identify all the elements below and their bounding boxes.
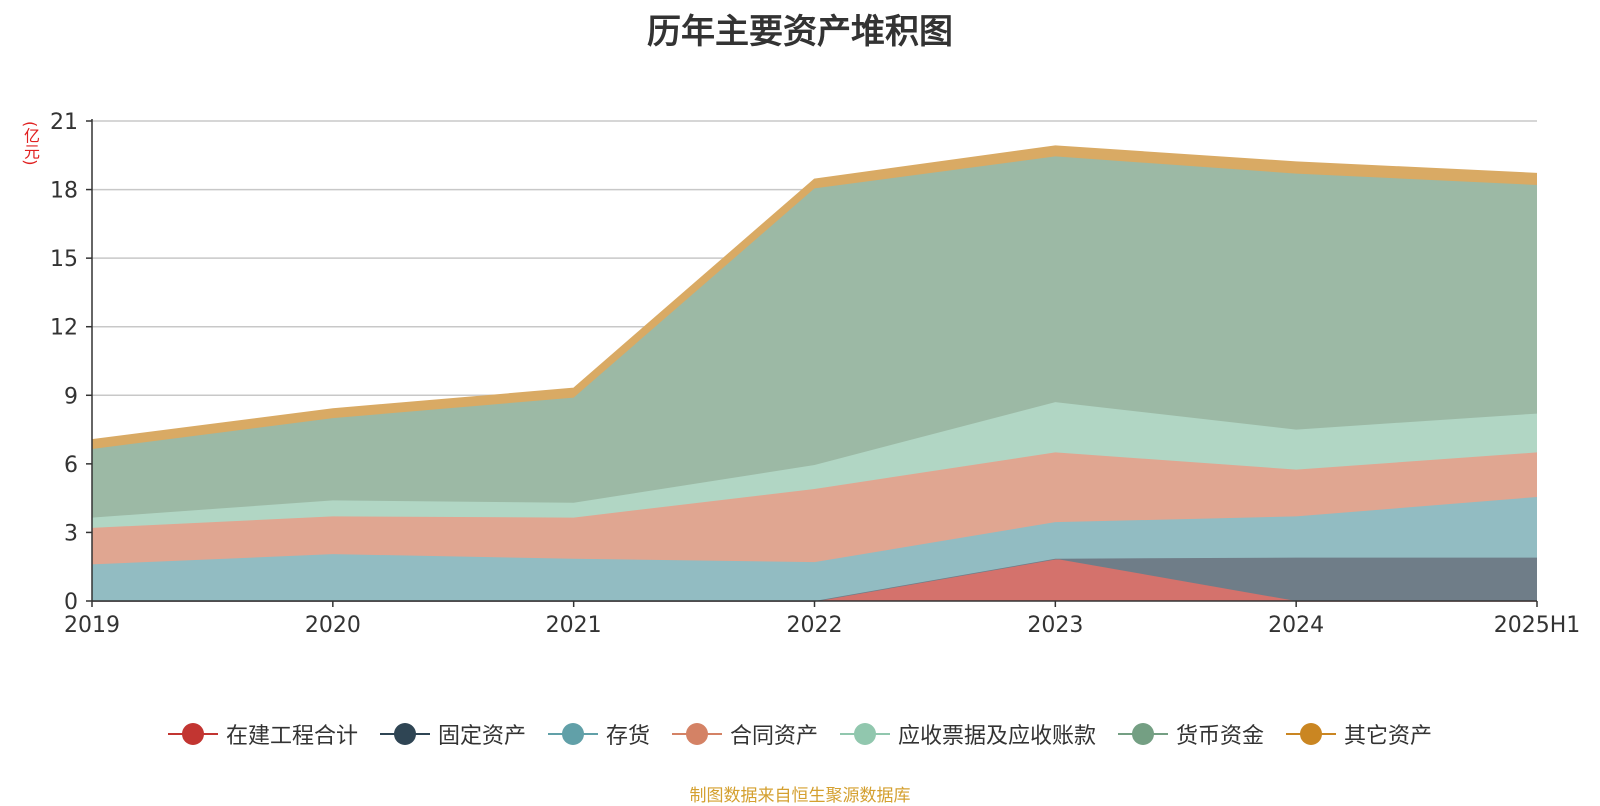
x-tick-label: 2020	[305, 613, 361, 638]
legend-item[interactable]: 存货	[547, 718, 650, 750]
y-tick-label: 9	[64, 384, 78, 409]
x-tick-label: 2022	[787, 613, 843, 638]
legend-marker-icon	[547, 722, 598, 746]
y-tick-label: 3	[64, 521, 78, 546]
y-tick-label: 21	[50, 110, 78, 135]
legend-label: 货币资金	[1176, 724, 1265, 749]
legend-label: 在建工程合计	[225, 724, 358, 749]
x-tick-label: 2019	[64, 613, 120, 638]
chart-title: 历年主要资产堆积图	[647, 12, 953, 52]
series-line-其它资产	[91, 145, 1538, 441]
legend-label: 应收票据及应收账款	[898, 724, 1097, 749]
x-tick-label: 2021	[546, 613, 602, 638]
area-合同资产	[92, 452, 1537, 565]
legend-marker-icon	[1286, 722, 1337, 746]
area-固定资产	[92, 557, 1537, 601]
y-tick-label: 0	[64, 590, 78, 615]
area-货币资金	[92, 156, 1537, 518]
legend-label: 固定资产	[437, 724, 526, 749]
legend-marker-icon	[379, 722, 430, 746]
chart-legend: 在建工程合计 固定资产 存货 合同资产 应收票据及应收账款 货币资金 其它资产	[0, 718, 1600, 750]
data-source-note: 制图数据来自恒生聚源数据库	[689, 786, 911, 806]
area-在建工程合计	[92, 558, 1537, 601]
legend-item[interactable]: 固定资产	[379, 718, 526, 750]
x-tick-label: 2025H1	[1494, 613, 1581, 638]
legend-item[interactable]: 合同资产	[671, 718, 818, 750]
legend-label: 合同资产	[729, 724, 818, 749]
legend-label: 其它资产	[1344, 724, 1433, 749]
legend-item[interactable]: 应收票据及应收账款	[840, 718, 1096, 750]
x-tick-label: 2024	[1268, 613, 1324, 638]
y-tick-label: 12	[50, 316, 78, 341]
legend-marker-icon	[167, 722, 218, 746]
legend-item[interactable]: 在建工程合计	[167, 718, 358, 750]
legend-item[interactable]: 货币资金	[1118, 718, 1264, 750]
legend-marker-icon	[1118, 722, 1169, 746]
legend-marker-icon	[671, 722, 722, 746]
legend-marker-icon	[840, 722, 890, 746]
y-axis-unit-label: (亿元)	[21, 121, 40, 166]
series-line-存货	[91, 496, 1538, 566]
y-tick-label: 6	[64, 453, 78, 478]
x-tick-label: 2023	[1027, 613, 1083, 638]
area-存货	[92, 497, 1537, 601]
y-tick-label: 15	[50, 247, 78, 272]
legend-label: 存货	[605, 724, 650, 749]
legend-item[interactable]: 其它资产	[1286, 718, 1432, 750]
y-tick-label: 18	[50, 179, 78, 204]
area-其它资产	[92, 146, 1537, 449]
